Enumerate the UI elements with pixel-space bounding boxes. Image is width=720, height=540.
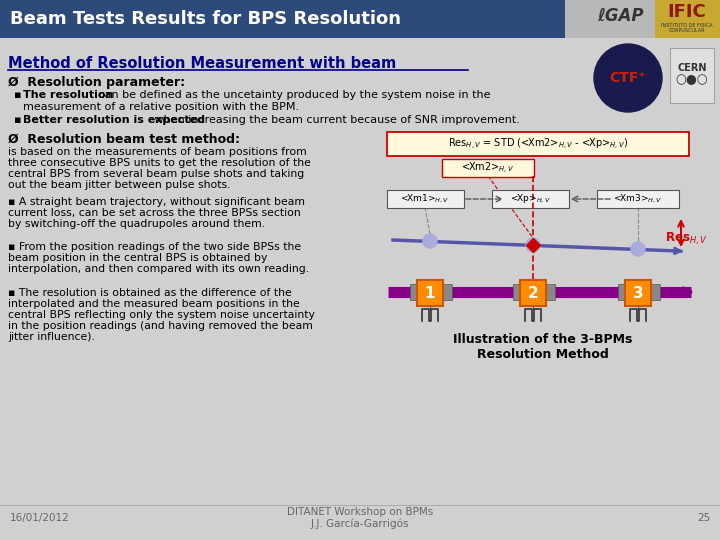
Text: The resolution: The resolution bbox=[23, 90, 113, 100]
FancyBboxPatch shape bbox=[387, 132, 689, 156]
Text: current loss, can be set across the three BPSs section: current loss, can be set across the thre… bbox=[8, 208, 301, 218]
FancyBboxPatch shape bbox=[520, 280, 546, 306]
Text: <Xm2>$_{\mathit{H,V}}$: <Xm2>$_{\mathit{H,V}}$ bbox=[462, 160, 515, 176]
Text: Beam Tests Results for BPS Resolution: Beam Tests Results for BPS Resolution bbox=[10, 10, 401, 28]
Text: <Xp>$_{\mathit{H,V}}$: <Xp>$_{\mathit{H,V}}$ bbox=[510, 193, 550, 205]
Text: central BPS from several beam pulse shots and taking: central BPS from several beam pulse shot… bbox=[8, 169, 305, 179]
Text: Method of Resolution Measurement with beam: Method of Resolution Measurement with be… bbox=[8, 56, 396, 71]
Text: measurement of a relative position with the BPM.: measurement of a relative position with … bbox=[23, 102, 299, 112]
Text: ▪ A straight beam trajectory, without significant beam: ▪ A straight beam trajectory, without si… bbox=[8, 197, 305, 207]
Text: Ø  Resolution parameter:: Ø Resolution parameter: bbox=[8, 76, 185, 89]
Text: interpolated and the measured beam positions in the: interpolated and the measured beam posit… bbox=[8, 299, 300, 309]
FancyBboxPatch shape bbox=[387, 190, 464, 208]
Text: beam position in the central BPS is obtained by: beam position in the central BPS is obta… bbox=[8, 253, 267, 263]
Text: can be defined as the uncetainty produced by the system noise in the: can be defined as the uncetainty produce… bbox=[95, 90, 490, 100]
Text: ▪: ▪ bbox=[14, 90, 25, 100]
Circle shape bbox=[631, 242, 645, 256]
Text: ℓGAP: ℓGAP bbox=[597, 7, 643, 25]
Text: ▪ The resolution is obtained as the difference of the: ▪ The resolution is obtained as the diff… bbox=[8, 288, 292, 298]
Text: out the beam jitter between pulse shots.: out the beam jitter between pulse shots. bbox=[8, 180, 230, 190]
Text: interpolation, and then compared with its own reading.: interpolation, and then compared with it… bbox=[8, 264, 309, 274]
FancyBboxPatch shape bbox=[625, 280, 651, 306]
FancyBboxPatch shape bbox=[545, 284, 555, 300]
Text: Res$_{\mathit{H,V}}$ = STD (<Xm2>$_{\mathit{H,V}}$ - <Xp>$_{\mathit{H,V}}$): Res$_{\mathit{H,V}}$ = STD (<Xm2>$_{\mat… bbox=[448, 137, 628, 152]
Text: CTF⁺: CTF⁺ bbox=[610, 71, 647, 85]
Circle shape bbox=[423, 234, 437, 248]
FancyBboxPatch shape bbox=[492, 190, 569, 208]
Text: 25: 25 bbox=[697, 513, 710, 523]
Text: <Xm1>$_{\mathit{H,V}}$: <Xm1>$_{\mathit{H,V}}$ bbox=[400, 193, 450, 205]
Text: 2: 2 bbox=[528, 286, 539, 300]
Text: ▪: ▪ bbox=[14, 115, 25, 125]
Text: three consecutive BPS units to get the resolution of the: three consecutive BPS units to get the r… bbox=[8, 158, 311, 168]
FancyBboxPatch shape bbox=[597, 190, 679, 208]
Text: DITANET Workshop on BPMs
J.J. García-Garrigós: DITANET Workshop on BPMs J.J. García-Gar… bbox=[287, 507, 433, 529]
Text: 3: 3 bbox=[633, 286, 643, 300]
Text: CERN: CERN bbox=[678, 63, 707, 73]
Text: 16/01/2012: 16/01/2012 bbox=[10, 513, 70, 523]
FancyBboxPatch shape bbox=[565, 0, 720, 38]
Text: 1: 1 bbox=[425, 286, 436, 300]
Text: Better resolution is expected: Better resolution is expected bbox=[23, 115, 205, 125]
Circle shape bbox=[526, 238, 540, 252]
FancyBboxPatch shape bbox=[618, 284, 628, 300]
Text: IFIC: IFIC bbox=[667, 3, 706, 21]
FancyBboxPatch shape bbox=[0, 0, 565, 38]
Text: by switching-off the quadrupoles around them.: by switching-off the quadrupoles around … bbox=[8, 219, 265, 229]
Text: INSTITUTO DE FISICA
CORPUSCULAR: INSTITUTO DE FISICA CORPUSCULAR bbox=[661, 23, 713, 33]
FancyBboxPatch shape bbox=[650, 284, 660, 300]
Circle shape bbox=[594, 44, 662, 112]
FancyBboxPatch shape bbox=[655, 0, 720, 38]
FancyBboxPatch shape bbox=[670, 48, 714, 103]
Text: ○●○: ○●○ bbox=[675, 73, 708, 86]
FancyBboxPatch shape bbox=[513, 284, 523, 300]
Text: in the position readings (and having removed the beam: in the position readings (and having rem… bbox=[8, 321, 313, 331]
FancyBboxPatch shape bbox=[417, 280, 443, 306]
Text: is based on the measurements of beam positions from: is based on the measurements of beam pos… bbox=[8, 147, 307, 157]
Text: Illustration of the 3-BPMs
Resolution Method: Illustration of the 3-BPMs Resolution Me… bbox=[454, 333, 633, 361]
FancyBboxPatch shape bbox=[410, 284, 420, 300]
Text: ▪ From the position readings of the two side BPSs the: ▪ From the position readings of the two … bbox=[8, 242, 301, 252]
Text: <Xm3>$_{\mathit{H,V}}$: <Xm3>$_{\mathit{H,V}}$ bbox=[613, 193, 663, 205]
FancyBboxPatch shape bbox=[442, 159, 534, 177]
Text: jitter influence).: jitter influence). bbox=[8, 332, 95, 342]
Text: Res$_{\mathit{H,V}}$: Res$_{\mathit{H,V}}$ bbox=[665, 231, 707, 247]
FancyBboxPatch shape bbox=[442, 284, 452, 300]
Text: Ø  Resolution beam test method:: Ø Resolution beam test method: bbox=[8, 133, 240, 146]
Text: central BPS reflecting only the system noise uncertainty: central BPS reflecting only the system n… bbox=[8, 310, 315, 320]
Text: when increasing the beam current because of SNR improvement.: when increasing the beam current because… bbox=[151, 115, 520, 125]
